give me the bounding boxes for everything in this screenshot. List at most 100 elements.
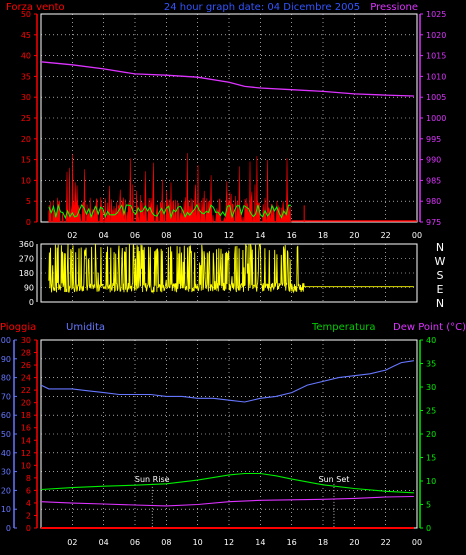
rain-tick-label: 22 (21, 386, 31, 395)
x-tick-label: 18 (318, 538, 328, 547)
x-tick-label: 00 (412, 538, 422, 547)
wind-axis-title: Forza vento (6, 2, 65, 13)
wind-tick-label: 0 (26, 218, 31, 227)
x-tick-label: 14 (255, 231, 265, 240)
wind-tick-label: 10 (21, 176, 31, 185)
temperature-tick-label: 0 (426, 524, 431, 533)
rain-tick-label: 2 (26, 511, 31, 520)
x-tick-label: 22 (381, 538, 391, 547)
wind-tick-label: 20 (21, 135, 31, 144)
pressure-tick-label: 995 (426, 135, 441, 144)
pressure-tick-label: 1010 (426, 72, 446, 81)
temperature-tick-label: 30 (426, 383, 436, 392)
rain-tick-label: 16 (21, 424, 31, 433)
x-tick-label: 04 (99, 538, 109, 547)
x-tick-label: 16 (287, 538, 297, 547)
x-tick-label: 18 (318, 231, 328, 240)
rain-tick-label: 24 (21, 374, 31, 383)
rain-tick-label: 26 (21, 361, 31, 370)
compass-label: S (437, 269, 444, 282)
rain-tick-label: 0 (26, 524, 31, 533)
compass-label: N (436, 297, 444, 310)
humidity-tick-label: 40 (1, 449, 11, 458)
pressure-tick-label: 1020 (426, 31, 446, 40)
pressure-tick-label: 975 (426, 218, 441, 227)
temperature-tick-label: 25 (426, 407, 436, 416)
wind-direction-line (48, 243, 414, 294)
humidity-tick-label: 80 (1, 374, 11, 383)
rain-tick-label: 18 (21, 411, 31, 420)
humidity-tick-label: 70 (1, 392, 11, 401)
dew-point-line (40, 495, 414, 507)
x-tick-label: 00 (412, 231, 422, 240)
pressure-line (40, 61, 414, 97)
direction-tick-label: 0 (29, 298, 34, 307)
compass-label: N (436, 241, 444, 254)
pressure-tick-label: 980 (426, 197, 441, 206)
humidity-tick-label: 10 (1, 505, 11, 514)
rain-tick-label: 8 (26, 474, 31, 483)
compass-label: W (435, 255, 446, 268)
direction-tick-label: 180 (19, 269, 34, 278)
wind-tick-label: 30 (21, 93, 31, 102)
x-tick-label: 06 (130, 538, 140, 547)
temperature-tick-label: 5 (426, 501, 431, 510)
x-tick-label: 04 (99, 231, 109, 240)
rain-tick-label: 14 (21, 436, 31, 445)
temperatura-line (40, 472, 414, 494)
humidity-tick-label: 0 (6, 524, 11, 533)
wind-tick-label: 45 (21, 31, 31, 40)
rain-tick-label: 4 (26, 499, 31, 508)
humidity-tick-label: 90 (1, 355, 11, 364)
pressure-tick-label: 1025 (426, 10, 446, 19)
sun-marker-label: Sun Set (319, 475, 350, 484)
dewpoint-axis-title: Dew Point (°C) (393, 322, 466, 333)
wind-tick-label: 40 (21, 52, 31, 61)
temperature-tick-label: 10 (426, 477, 436, 486)
humidity-tick-label: 50 (1, 430, 11, 439)
avg-wind-line (48, 203, 291, 220)
wind-tick-label: 5 (26, 197, 31, 206)
rain-tick-label: 6 (26, 486, 31, 495)
wind-tick-label: 35 (21, 72, 31, 81)
rain-axis-title: Pioggia (0, 322, 36, 333)
direction-tick-label: 270 (19, 255, 34, 264)
rain-tick-label: 28 (21, 349, 31, 358)
wind-tick-label: 25 (21, 114, 31, 123)
humidity-tick-label: 60 (1, 411, 11, 420)
direction-tick-label: 360 (19, 240, 34, 249)
pressure-tick-label: 1015 (426, 52, 446, 61)
humidity-axis-title: Umidita (66, 322, 105, 333)
wind-tick-label: 50 (21, 10, 31, 19)
umidita-line (40, 360, 414, 403)
x-tick-label: 16 (287, 231, 297, 240)
rain-tick-label: 30 (21, 336, 31, 345)
x-tick-label: 10 (193, 538, 203, 547)
x-tick-label: 12 (224, 231, 234, 240)
x-tick-label: 08 (161, 231, 171, 240)
direction-tick-label: 90 (24, 284, 34, 293)
x-tick-label: 06 (130, 231, 140, 240)
rain-tick-label: 20 (21, 399, 31, 408)
temperature-tick-label: 15 (426, 454, 436, 463)
wind-tick-label: 15 (21, 156, 31, 165)
pressure-axis-title: Pressione (370, 2, 418, 13)
humidity-tick-label: 100 (0, 336, 11, 345)
x-tick-label: 20 (349, 231, 359, 240)
rain-tick-label: 10 (21, 461, 31, 470)
temperature-tick-label: 20 (426, 430, 436, 439)
x-tick-label: 22 (381, 231, 391, 240)
graph-date-title: 24 hour graph date: 04 Dicembre 2005 (164, 2, 360, 13)
x-tick-label: 12 (224, 538, 234, 547)
x-tick-label: 02 (67, 231, 77, 240)
pressure-tick-label: 1000 (426, 114, 446, 123)
x-tick-label: 20 (349, 538, 359, 547)
temperature-tick-label: 35 (426, 360, 436, 369)
wind-speed-area (48, 153, 292, 224)
humidity-tick-label: 20 (1, 486, 11, 495)
x-tick-label: 10 (193, 231, 203, 240)
rain-tick-label: 12 (21, 449, 31, 458)
